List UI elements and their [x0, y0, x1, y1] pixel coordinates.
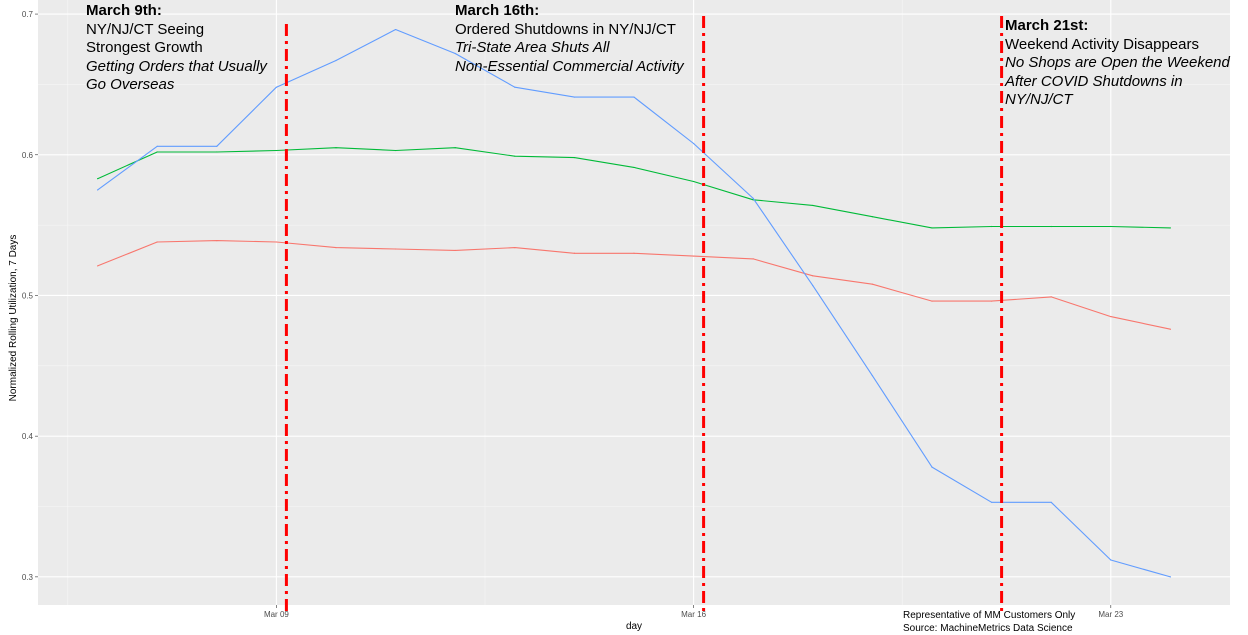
- series-point: [991, 501, 993, 503]
- series-point: [335, 247, 337, 249]
- x-tick-label: Mar 16: [681, 610, 706, 619]
- y-tick-label: 0.5: [22, 291, 34, 300]
- series-point: [573, 96, 576, 98]
- series-point: [216, 239, 218, 242]
- y-tick-label: 0.6: [22, 151, 34, 160]
- event-lines: [284, 16, 1004, 612]
- series-point: [395, 28, 397, 31]
- series-point: [514, 247, 516, 249]
- series-point: [216, 151, 218, 153]
- series-point: [275, 241, 277, 243]
- series-point: [335, 59, 337, 62]
- series-point: [931, 466, 933, 468]
- annotation-line: NY/NJ/CT: [1005, 91, 1073, 108]
- series-point: [573, 252, 576, 254]
- series-point: [335, 147, 337, 149]
- series-point: [693, 255, 695, 257]
- series-point: [1050, 296, 1052, 298]
- series-point: [991, 225, 993, 228]
- series-point: [97, 265, 99, 267]
- series-point: [1169, 328, 1171, 330]
- series-point: [156, 151, 158, 153]
- plot-background: [38, 0, 1230, 605]
- annotation-heading: March 16th:: [455, 2, 540, 19]
- series-point: [871, 375, 874, 377]
- series-point: [454, 52, 456, 55]
- series-point: [633, 166, 635, 169]
- annotation-march-21: March 21st: Weekend Activity Disappears …: [1005, 17, 1230, 110]
- series-point: [275, 149, 277, 152]
- series-point: [693, 180, 695, 183]
- annotation-line: Non-Essential Commercial Activity: [455, 57, 684, 75]
- series-point: [573, 156, 576, 159]
- x-axis: Mar 09 Mar 16 Mar 23: [264, 605, 1124, 619]
- series-point: [1110, 225, 1112, 228]
- series-point: [275, 86, 277, 88]
- annotation-line: Weekend Activity Disappears: [1005, 35, 1199, 53]
- annotation-heading: March 9th:: [86, 2, 162, 19]
- annotation-line: Ordered Shutdowns in NY/NJ/CT: [455, 20, 676, 38]
- x-axis-title: day: [626, 621, 642, 632]
- series-point: [812, 285, 814, 287]
- series-point: [395, 149, 397, 152]
- series-point: [1169, 227, 1171, 229]
- series-point: [633, 96, 635, 98]
- series-point: [514, 155, 516, 157]
- footer-line: Source: MachineMetrics Data Science: [903, 623, 1073, 634]
- series-point: [1050, 501, 1052, 503]
- y-axis: 0.3 0.4 0.5 0.6 0.7: [22, 10, 38, 582]
- series-point: [1169, 576, 1171, 578]
- annotation-line: Go Overseas: [86, 76, 175, 93]
- major-gridlines: [38, 0, 1230, 605]
- series-point: [454, 147, 456, 149]
- series-point: [156, 145, 158, 147]
- series-point: [216, 145, 218, 147]
- y-tick-label: 0.7: [22, 10, 34, 19]
- series-point: [97, 178, 99, 180]
- series-point: [1110, 315, 1112, 318]
- y-tick-label: 0.4: [22, 432, 34, 441]
- x-tick-label: Mar 23: [1098, 610, 1123, 619]
- series-point: [633, 252, 635, 254]
- series-point: [1110, 559, 1112, 561]
- series-point: [97, 189, 99, 191]
- series-point: [514, 86, 516, 88]
- minor-gridlines: [38, 0, 1230, 605]
- series-point: [812, 275, 814, 277]
- series-point: [931, 300, 933, 302]
- series-point: [395, 248, 397, 250]
- series-point: [693, 142, 695, 145]
- series-point: [991, 300, 993, 302]
- series-point: [812, 204, 814, 207]
- annotation-heading: March 21st:: [1005, 17, 1089, 34]
- annotation-line: No Shops are Open the Weekend: [1005, 54, 1230, 71]
- y-axis-title: Normalized Rolling Utilization, 7 Days: [8, 235, 19, 402]
- series-point: [871, 216, 874, 218]
- y-tick-label: 0.3: [22, 573, 34, 582]
- annotation-line: Getting Orders that Usually: [86, 57, 267, 75]
- series-point: [1050, 225, 1052, 228]
- series-point: [156, 241, 158, 243]
- series-point: [931, 227, 933, 229]
- series-lines: [97, 28, 1171, 578]
- annotation-line: After COVID Shutdowns in: [1005, 72, 1183, 90]
- annotation-line: NY/NJ/CT Seeing: [86, 20, 205, 38]
- annotation-line: Strongest Growth: [86, 39, 203, 56]
- x-tick-label: Mar 09: [264, 610, 289, 619]
- series-point: [752, 197, 754, 199]
- annotation-march-9: March 9th: NY/NJ/CT Seeing Strongest Gro…: [86, 2, 267, 95]
- footer-note: Representative of MM Customers Only Sour…: [903, 609, 1075, 635]
- footer-line: Representative of MM Customers Only: [903, 610, 1076, 621]
- annotation-line: Tri-State Area Shuts All: [455, 39, 610, 56]
- series-point: [454, 249, 456, 252]
- series-point: [752, 258, 754, 260]
- series-point: [871, 283, 874, 285]
- annotation-march-16: March 16th: Ordered Shutdowns in NY/NJ/C…: [455, 2, 684, 76]
